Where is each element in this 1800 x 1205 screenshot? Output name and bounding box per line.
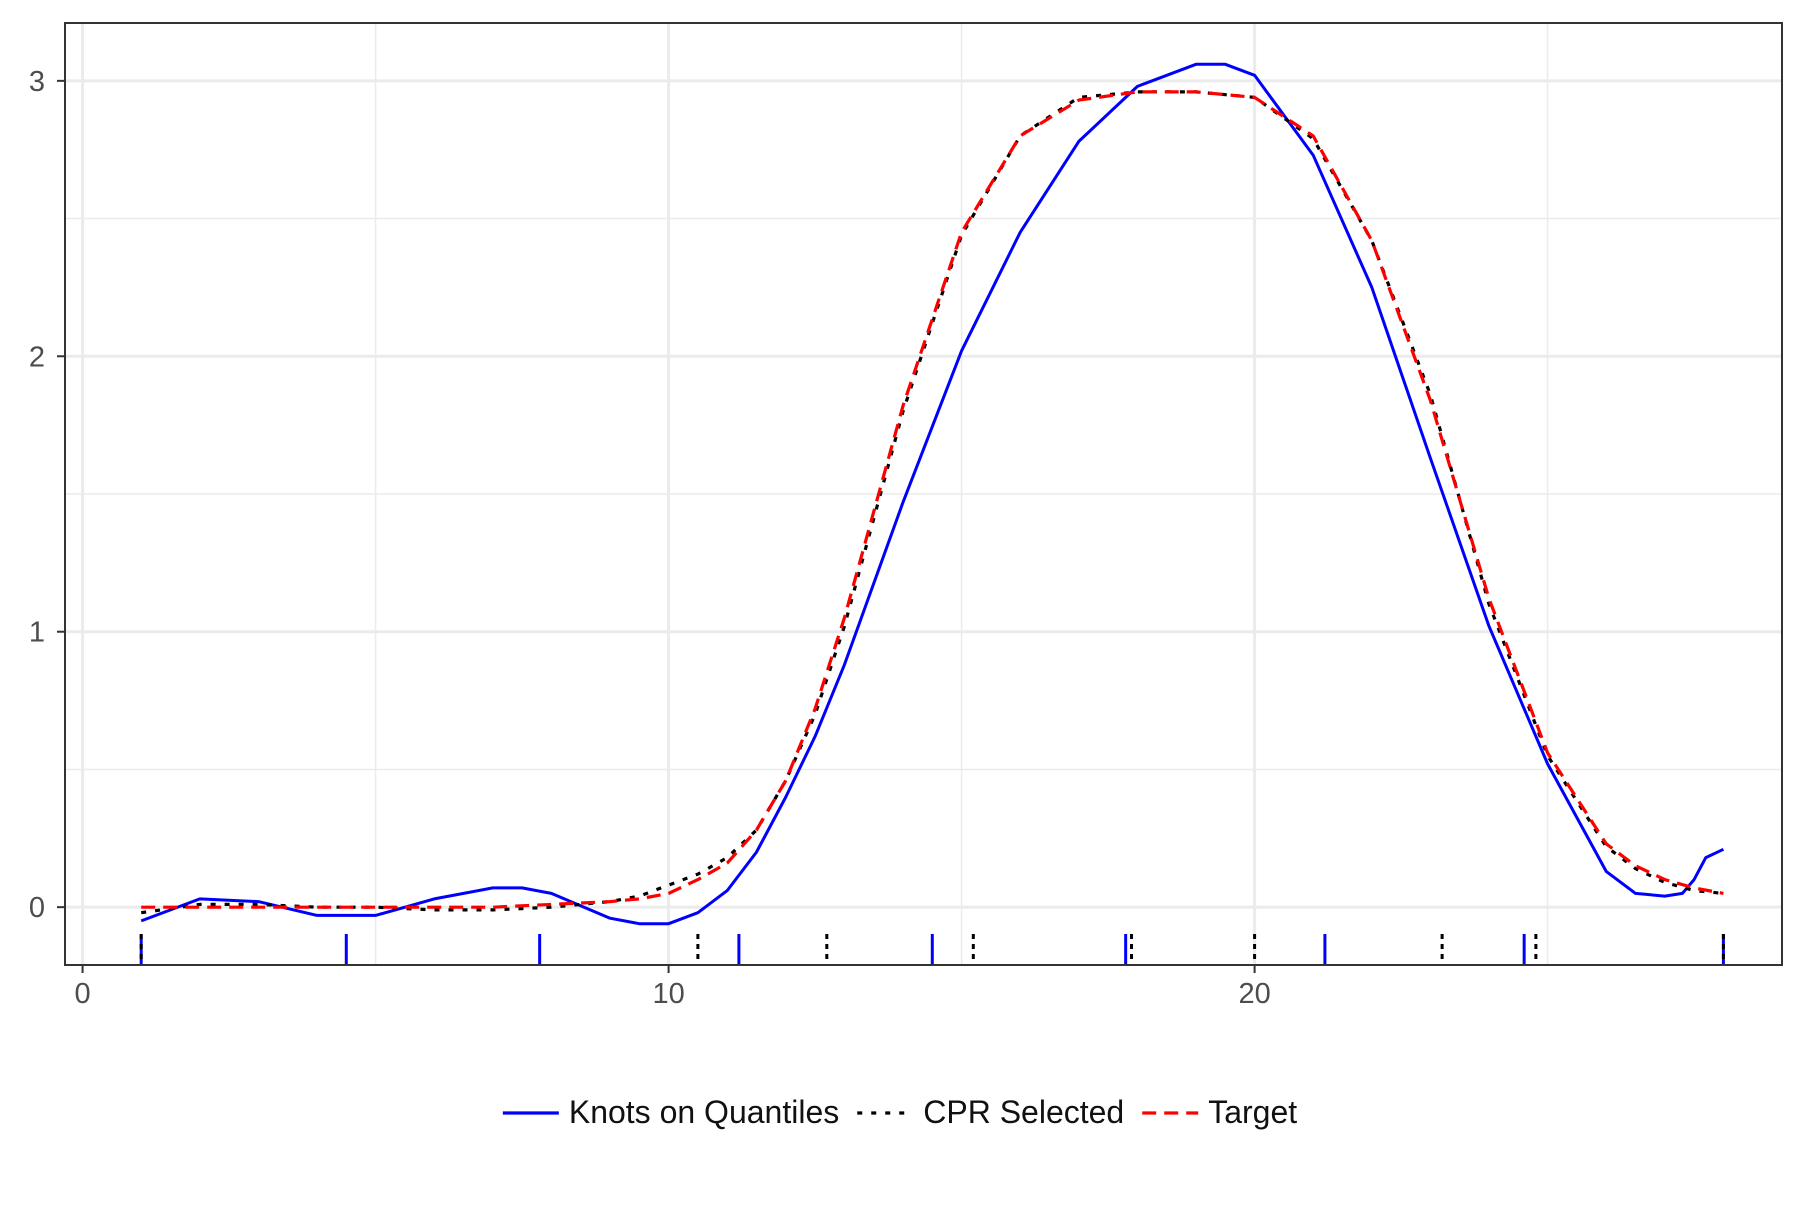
x-tick-label: 20 xyxy=(1238,978,1270,1010)
y-tick-label: 1 xyxy=(29,617,45,649)
legend-item-cpr-selected: CPR Selected xyxy=(857,1094,1124,1130)
x-tick-label: 0 xyxy=(75,978,91,1010)
major-gridlines xyxy=(65,23,1782,965)
plot-border xyxy=(64,22,1783,966)
minor-gridlines xyxy=(65,23,1782,965)
series-layer xyxy=(140,62,1725,926)
y-axis: 0 1 2 3 xyxy=(29,66,65,924)
x-tick-label: 10 xyxy=(652,978,684,1010)
y-tick-label: 3 xyxy=(29,66,45,98)
legend-label: CPR Selected xyxy=(923,1094,1124,1130)
y-tick-label: 0 xyxy=(29,892,45,924)
legend-item-knots-on-quantiles: Knots on Quantiles xyxy=(502,1094,839,1130)
series-line-cpr-selected xyxy=(140,90,1724,915)
y-tick-label: 2 xyxy=(29,341,45,373)
knot-rug-layer xyxy=(139,934,1725,965)
series-line-target xyxy=(141,90,1724,909)
x-axis: 0 10 20 xyxy=(75,965,1271,1010)
legend: Knots on Quantiles CPR Selected Target xyxy=(502,1094,1297,1130)
legend-label: Target xyxy=(1208,1094,1297,1130)
legend-item-target: Target xyxy=(1142,1094,1297,1130)
legend-label: Knots on Quantiles xyxy=(569,1094,839,1130)
series-line-knots-on-quantiles xyxy=(140,62,1725,926)
